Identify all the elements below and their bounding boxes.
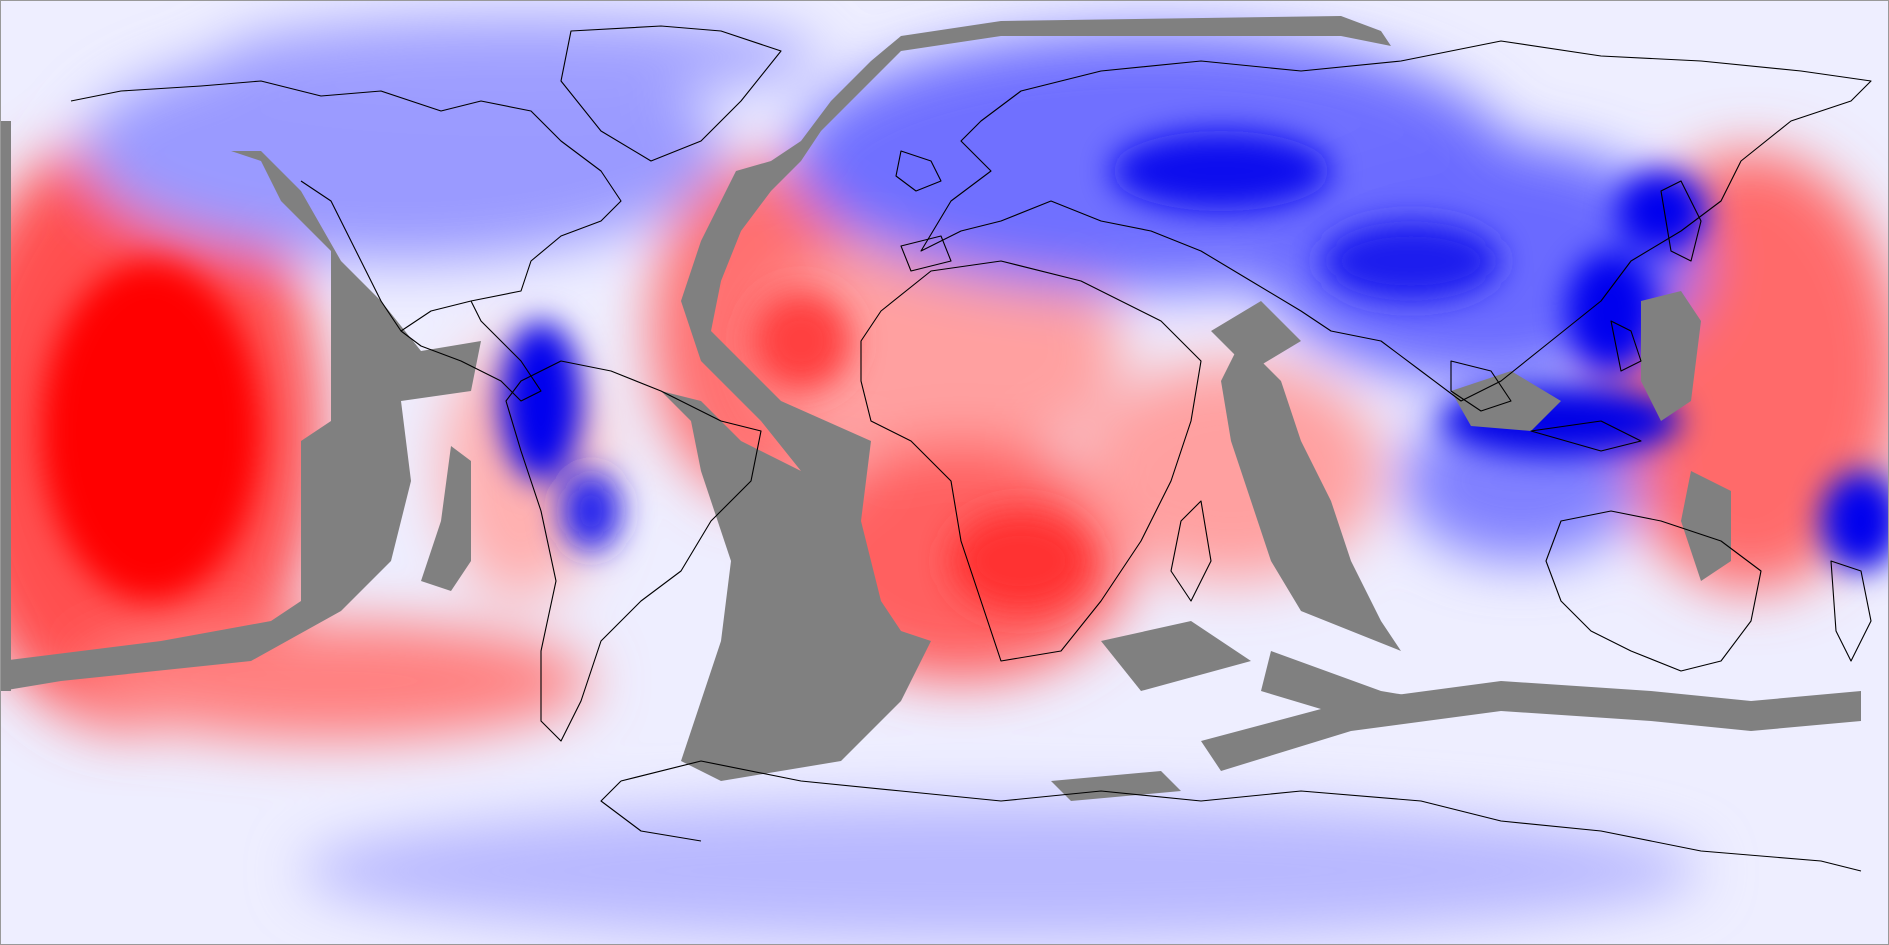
- anomaly-blob-north-america-cool: [81, 41, 721, 261]
- coastline-europe-detail: [895, 150, 952, 272]
- coastline-madagascar: [1170, 500, 1212, 602]
- mask-southwest-indian-ridge: [1101, 621, 1251, 691]
- mask-central-indian-ridge: [1221, 341, 1401, 651]
- mask-chile-rise: [421, 446, 471, 591]
- anomaly-core-philippines: [1566, 251, 1656, 371]
- coastline-south-america: [505, 360, 762, 742]
- coastline-north-america: [70, 80, 622, 402]
- mask-left-edge: [1, 121, 11, 691]
- anomaly-core-new-zealand: [1821, 471, 1888, 571]
- anomaly-blob-arctic-cool: [221, 16, 821, 96]
- mask-indonesia-arc: [1451, 371, 1561, 431]
- mask-indian-ridge-segment: [1261, 651, 1441, 721]
- anomaly-blob-antarctic-cool: [301, 801, 1701, 941]
- mask-antarctic-rise: [1051, 771, 1181, 801]
- anomaly-core-japan: [1616, 171, 1706, 251]
- anomaly-core-south-atlantic: [951, 511, 1091, 611]
- coastline-antarctica: [600, 760, 1862, 872]
- anomaly-core-eurasia: [1111, 131, 1331, 211]
- coastline-africa: [860, 260, 1202, 662]
- coastline-eurasia: [920, 40, 1872, 402]
- anomaly-core-andes: [501, 321, 581, 481]
- coastline-new-zealand: [1830, 560, 1872, 662]
- anomaly-core-himalaya: [1321, 221, 1501, 301]
- mask-tonga-kermadec: [1681, 471, 1731, 581]
- coastline-greenland: [560, 25, 782, 162]
- mask-marianas: [1641, 291, 1701, 421]
- anomaly-core-atlantic: [751, 291, 851, 391]
- anomaly-blob-southern-pacific-warm: [71, 621, 591, 741]
- anomaly-core-south-america: [561, 471, 621, 551]
- anomaly-core-pacific: [41, 261, 261, 601]
- mask-carlsberg-ridge: [1211, 301, 1301, 371]
- mask-mid-atlantic-ridge: [661, 16, 1391, 781]
- anomaly-blob-africa-warm: [761, 231, 1121, 471]
- mask-east-pacific-rise: [1, 151, 481, 691]
- coastline-australia: [1545, 510, 1762, 672]
- coastlines: [70, 25, 1872, 872]
- coastline-asia-islands: [1450, 180, 1702, 452]
- masked-regions: [1, 16, 1861, 801]
